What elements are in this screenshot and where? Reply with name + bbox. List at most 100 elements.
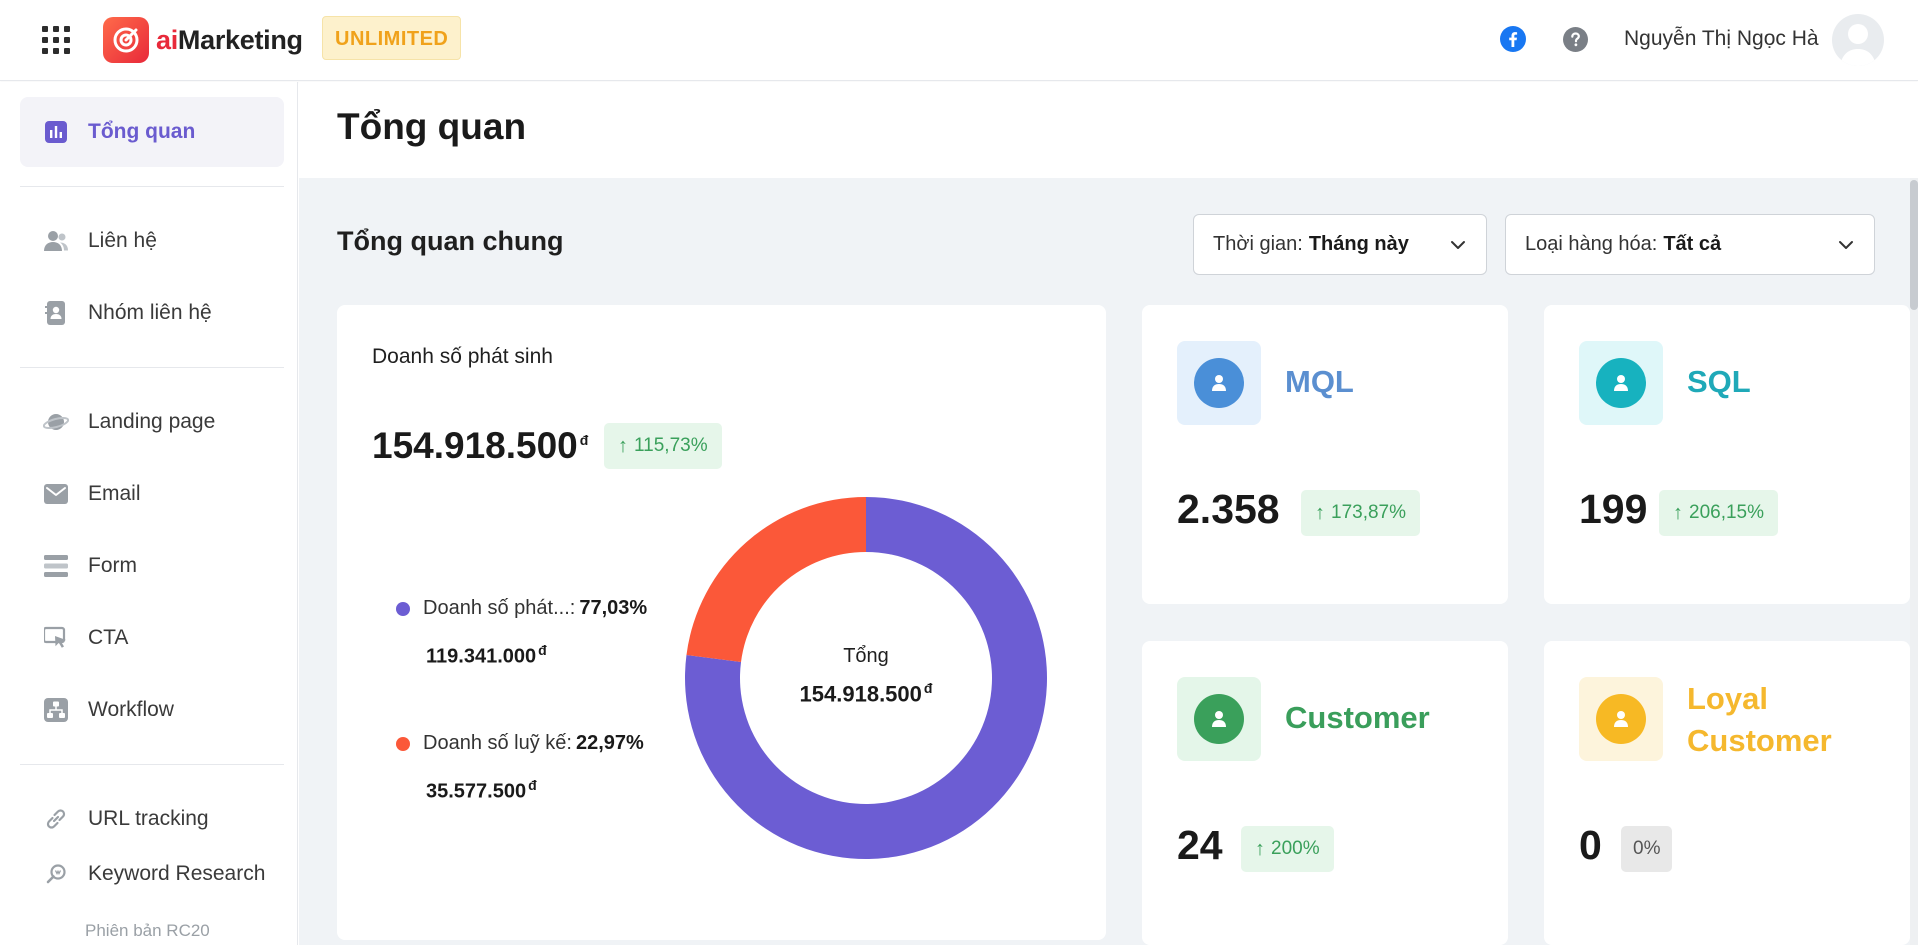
sql-card[interactable]: SQL 199 ↑ 206,15% xyxy=(1544,305,1910,604)
sql-value: 199 xyxy=(1579,486,1648,532)
arrow-up-icon: ↑ xyxy=(1315,501,1325,524)
time-filter-label: Thời gian: xyxy=(1213,233,1303,255)
logo-mark-icon xyxy=(103,17,149,63)
user-name[interactable]: Nguyễn Thị Ngọc Hà xyxy=(1624,27,1819,50)
sidebar-divider xyxy=(20,367,284,368)
page-header xyxy=(299,82,1918,178)
sidebar-item-url-tracking[interactable]: URL tracking xyxy=(20,784,284,854)
donut-slice[interactable] xyxy=(685,497,1047,859)
legend-dot xyxy=(396,601,410,616)
loyal-icon-box xyxy=(1579,677,1663,761)
mql-change-badge: ↑ 173,87% xyxy=(1301,490,1421,536)
contacts-icon xyxy=(43,228,69,254)
sidebar-divider xyxy=(20,764,284,765)
email-icon xyxy=(43,481,69,507)
sidebar-item-keyword-research[interactable]: Keyword Research xyxy=(20,842,284,906)
revenue-donut-chart xyxy=(685,497,1047,859)
goods-filter-value: Tất cả xyxy=(1663,233,1722,255)
arrow-up-icon: ↑ xyxy=(618,434,628,457)
sidebar-item-contacts[interactable]: Liên hệ xyxy=(20,206,284,276)
time-filter-dropdown[interactable]: Thời gian: Tháng này xyxy=(1193,214,1487,275)
user-icon xyxy=(1596,358,1646,408)
donut-slice[interactable] xyxy=(686,497,866,662)
scrollbar-thumb[interactable] xyxy=(1910,180,1918,310)
apps-grid-icon[interactable] xyxy=(42,26,70,54)
help-icon[interactable] xyxy=(1563,27,1588,52)
logo-text: aiMarketing xyxy=(156,24,303,55)
goods-filter-label: Loại hàng hóa: xyxy=(1525,233,1658,255)
arrow-up-icon: ↑ xyxy=(1255,837,1265,860)
sidebar-divider xyxy=(20,186,284,187)
sidebar-item-label: Tổng quan xyxy=(88,120,196,143)
arrow-up-icon: ↑ xyxy=(1673,501,1683,524)
sidebar-item-overview[interactable]: Tổng quan xyxy=(20,97,284,167)
chart-icon xyxy=(43,119,69,145)
keyword-icon xyxy=(43,861,69,887)
mql-card[interactable]: MQL 2.358 ↑ 173,87% xyxy=(1142,305,1508,604)
planet-icon xyxy=(43,409,69,435)
plan-badge: UNLIMITED xyxy=(322,16,462,60)
revenue-card-title: Doanh số phát sinh xyxy=(372,345,553,368)
sidebar-item-cta[interactable]: CTA xyxy=(20,603,284,673)
sidebar-item-workflow[interactable]: Workflow xyxy=(20,675,284,745)
mql-label: MQL xyxy=(1285,364,1354,399)
customer-icon-box xyxy=(1177,677,1261,761)
cta-icon xyxy=(43,625,69,651)
donut-center-value: 154.918.500 đ xyxy=(799,680,933,707)
form-icon xyxy=(43,553,69,579)
customer-value: 24 xyxy=(1177,822,1223,868)
loyal-value: 0 xyxy=(1579,822,1602,868)
contact-group-icon xyxy=(43,300,69,326)
sidebar-item-label: Liên hệ xyxy=(88,229,157,252)
mql-icon-box xyxy=(1177,341,1261,425)
sidebar-item-label: Email xyxy=(88,482,141,505)
top-bar: aiMarketing UNLIMITED Nguyễn Thị Ngọc Hà xyxy=(0,0,1918,81)
customer-card[interactable]: Customer 24 ↑ 200% xyxy=(1142,641,1508,945)
page-title: Tổng quan xyxy=(337,106,527,147)
donut-center-label: Tổng xyxy=(843,645,889,667)
loyal-change-badge: 0% xyxy=(1621,826,1673,872)
sql-change-badge: ↑ 206,15% xyxy=(1659,490,1779,536)
sql-icon-box xyxy=(1579,341,1663,425)
sidebar-item-landing-page[interactable]: Landing page xyxy=(20,387,284,457)
sidebar-item-label: Keyword Research xyxy=(88,862,266,885)
sidebar-item-label: URL tracking xyxy=(88,807,209,830)
loyal-label: Loyal Customer xyxy=(1687,681,1832,758)
legend-dot xyxy=(396,736,410,751)
app-logo[interactable]: aiMarketing xyxy=(103,17,303,63)
scrollbar-track[interactable] xyxy=(1910,178,1918,945)
user-icon xyxy=(1194,358,1244,408)
revenue-total: 154.918.500 đ xyxy=(372,425,589,466)
avatar[interactable] xyxy=(1832,14,1884,66)
sql-label: SQL xyxy=(1687,364,1751,399)
link-icon xyxy=(43,806,69,832)
sidebar-item-form[interactable]: Form xyxy=(20,531,284,601)
sidebar-item-label: Workflow xyxy=(88,698,174,721)
customer-change-badge: ↑ 200% xyxy=(1241,826,1334,872)
facebook-icon[interactable] xyxy=(1500,26,1526,52)
section-title: Tổng quan chung xyxy=(337,226,564,256)
sidebar-item-label: CTA xyxy=(88,626,129,649)
revenue-change-badge: ↑ 115,73% xyxy=(604,423,722,469)
legend-amount: 119.341.000 đ xyxy=(426,642,547,668)
version-label: Phiên bản RC20 xyxy=(85,921,210,940)
user-icon xyxy=(1596,694,1646,744)
legend-amount: 35.577.500 đ xyxy=(426,777,537,803)
user-icon xyxy=(1194,694,1244,744)
customer-label: Customer xyxy=(1285,700,1430,735)
loyal-customer-card[interactable]: Loyal Customer 0 0% xyxy=(1544,641,1910,945)
sidebar-item-label: Form xyxy=(88,554,137,577)
legend-item: Doanh số phát...: 77,03% xyxy=(396,597,647,620)
goods-filter-dropdown[interactable]: Loại hàng hóa: Tất cả xyxy=(1505,214,1875,275)
sidebar-item-label: Nhóm liên hệ xyxy=(88,301,212,324)
mql-value: 2.358 xyxy=(1177,486,1280,532)
legend-item: Doanh số luỹ kế: 22,97% xyxy=(396,732,644,755)
sidebar-item-label: Landing page xyxy=(88,410,216,433)
chevron-down-icon xyxy=(1836,235,1856,255)
sidebar: Tổng quan Liên hệ Nhóm liên hệ Landing p… xyxy=(0,82,298,945)
chevron-down-icon xyxy=(1448,235,1468,255)
workflow-icon xyxy=(43,697,69,723)
sidebar-item-contact-groups[interactable]: Nhóm liên hệ xyxy=(20,278,284,348)
time-filter-value: Tháng này xyxy=(1308,233,1409,255)
sidebar-item-email[interactable]: Email xyxy=(20,459,284,529)
